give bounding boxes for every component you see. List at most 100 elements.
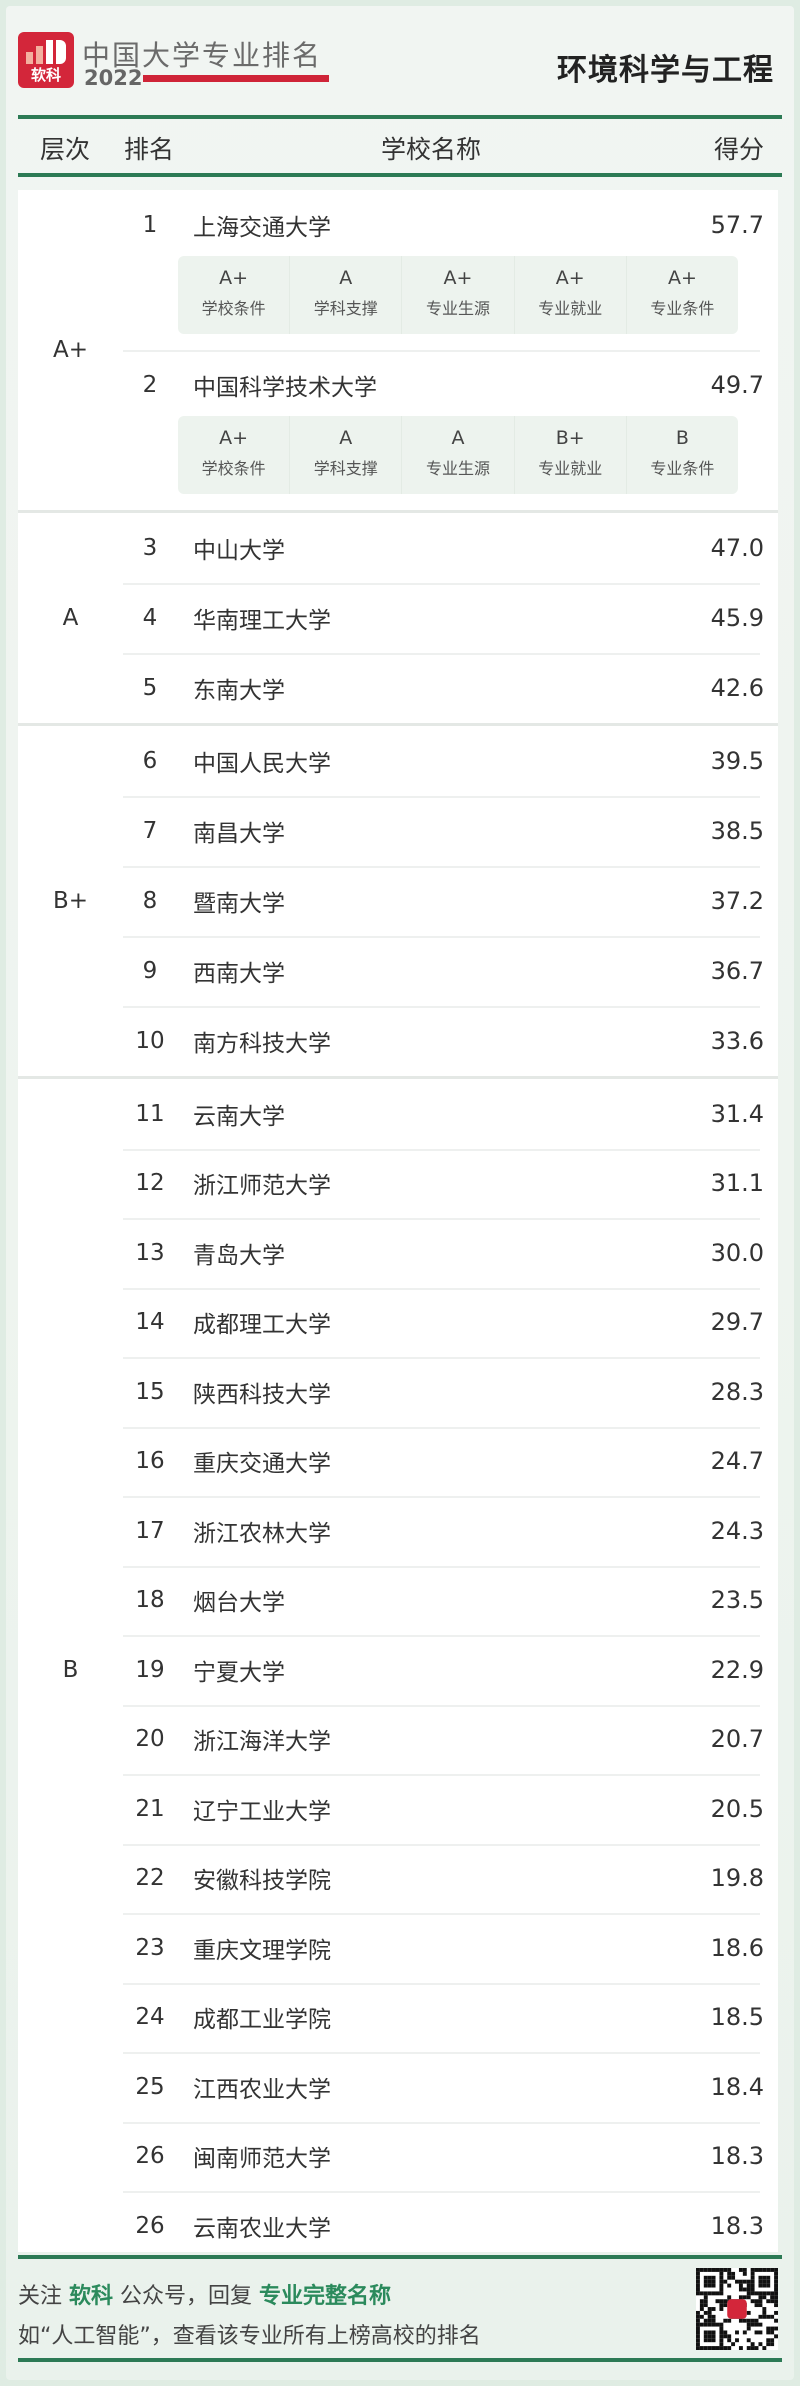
footer-line-2: 如“人工智能”，查看该专业所有上榜高校的排名: [18, 2324, 481, 2349]
ruanke-logo: 软科: [18, 32, 74, 88]
rating-cell: A+ 专业生源: [402, 256, 515, 334]
school-name: 云南大学: [193, 1103, 285, 1130]
table-row: 21 辽宁工业大学 20.5: [18, 1774, 778, 1844]
tier-group: B+ 6 中国人民大学 39.5 7 南昌大学 38.5 8 暨南大学 37.2 9 西南大学 36.7…: [18, 726, 778, 1079]
logo-text: 软科: [30, 66, 61, 84]
table-row: 3 中山大学 47.0: [18, 513, 778, 583]
school-name: 重庆文理学院: [193, 1937, 331, 1964]
table-row: 15 陕西科技大学 28.3: [18, 1357, 778, 1427]
score: 23.5: [710, 1586, 764, 1615]
rating-label: 学校条件: [201, 299, 266, 318]
school-name: 成都工业学院: [193, 2007, 331, 2034]
score: 20.5: [710, 1794, 764, 1823]
rank: 26: [135, 2212, 165, 2239]
rank: 14: [135, 1309, 165, 1336]
rank: 18: [135, 1587, 165, 1614]
school-name: 宁夏大学: [193, 1659, 285, 1686]
tier-label: A+: [52, 337, 88, 363]
footer-divider-bottom: [18, 2358, 782, 2362]
tier-group: A 3 中山大学 47.0 4 华南理工大学 45.9 5 东南大学 42.6: [18, 513, 778, 726]
table-row: 1 上海交通大学 57.7: [18, 190, 778, 260]
table-row: 13 青岛大学 30.0: [18, 1218, 778, 1288]
score: 24.7: [710, 1447, 764, 1476]
school-name: 暨南大学: [193, 891, 285, 917]
rank: 21: [135, 1795, 165, 1822]
qr-code-icon: [696, 2268, 778, 2350]
table-row: 9 西南大学 36.7: [18, 936, 778, 1006]
rating-cell: B+ 专业就业: [515, 416, 627, 494]
school-name: 闽南师范大学: [193, 2146, 331, 2173]
school-name: 中山大学: [193, 538, 285, 564]
school-name: 浙江海洋大学: [193, 1729, 331, 1756]
rank: 22: [135, 1865, 165, 1892]
score: 36.7: [710, 957, 764, 985]
rating-grade: B: [675, 427, 689, 449]
rank: 20: [135, 1726, 165, 1753]
table-row: 23 重庆文理学院 18.6: [18, 1913, 778, 1983]
score: 42.6: [710, 674, 764, 702]
school-name: 南方科技大学: [193, 1031, 331, 1057]
ratings-box: A+ 学校条件 A 学科支撑 A+ 专业生源 A+ 专业就业 A+ 专业条件: [178, 256, 738, 334]
school-name: 华南理工大学: [193, 608, 331, 634]
school-name: 青岛大学: [193, 1242, 285, 1269]
rank: 7: [142, 818, 158, 844]
score: 47.0: [710, 534, 764, 562]
table-row: 22 安徽科技学院 19.8: [18, 1843, 778, 1914]
footer-text: 公众号，回复: [113, 2284, 260, 2309]
rank: 10: [135, 1028, 165, 1054]
rank: 3: [142, 535, 158, 561]
tier-label: A: [62, 605, 79, 631]
rating-cell: A 学科支撑: [290, 256, 403, 334]
table-row: 24 成都工业学院 18.5: [18, 1982, 778, 2053]
score: 18.5: [710, 2003, 764, 2032]
col-score: 得分: [714, 135, 765, 164]
school-name: 安徽科技学院: [193, 1868, 331, 1895]
score: 57.7: [710, 211, 764, 239]
rating-cell: A+ 专业条件: [627, 256, 738, 334]
rating-label: 专业生源: [426, 459, 491, 478]
table-row: 25 江西农业大学 18.4: [18, 2052, 778, 2122]
score: 49.7: [710, 371, 764, 399]
rank: 15: [135, 1378, 165, 1405]
score: 22.9: [710, 1655, 764, 1684]
ranking-table: A+ 1 上海交通大学 57.7 A+ 学校条件 A 学科支撑 A+ 专业生源 A+ 专业就业 A+ 专业…: [18, 190, 778, 2252]
table-row: 8 暨南大学 37.2: [18, 866, 778, 936]
school-name: 云南农业大学: [193, 2215, 331, 2242]
table-row: 10 南方科技大学 33.6: [18, 1006, 778, 1076]
tier-group: B 11 云南大学 31.4 12 浙江师范大学 31.1 13 青岛大学 30.0 14 成都理工大…: [18, 1079, 778, 2261]
rating-grade: A+: [667, 267, 697, 289]
footer-text: 关注: [18, 2284, 69, 2309]
footer-highlight-account: 软科: [69, 2284, 114, 2309]
ranked-item: 1 上海交通大学 57.7 A+ 学校条件 A 学科支撑 A+ 专业生源 A+ 专业就业 A+ 专业条件: [18, 190, 778, 350]
rating-cell: A+ 专业就业: [515, 256, 627, 334]
ranked-item: 2 中国科学技术大学 49.7 A+ 学校条件 A 学科支撑 A 专业生源 B+ 专业就业 B 专业条件: [18, 350, 778, 510]
ratings-box: A+ 学校条件 A 学科支撑 A 专业生源 B+ 专业就业 B 专业条件: [178, 416, 738, 494]
rating-grade: A+: [555, 267, 585, 289]
footer-note: 关注 软科 公众号，回复 专业完整名称 如“人工智能”，查看该专业所有上榜高校的…: [18, 2277, 481, 2357]
school-name: 成都理工大学: [193, 1312, 331, 1339]
rating-grade: A: [339, 267, 353, 289]
header-divider-top: [18, 115, 782, 119]
school-name: 重庆交通大学: [193, 1451, 331, 1478]
school-name: 西南大学: [193, 961, 285, 987]
rank: 23: [135, 1934, 165, 1961]
score: 29.7: [710, 1308, 764, 1337]
table-row: 4 华南理工大学 45.9: [18, 583, 778, 653]
rank: 11: [135, 1100, 165, 1127]
col-rank: 排名: [124, 135, 175, 164]
table-row: 20 浙江海洋大学 20.7: [18, 1704, 778, 1775]
score: 31.1: [710, 1169, 764, 1198]
rank: 25: [135, 2073, 165, 2100]
score: 18.6: [710, 1933, 764, 1962]
school-name: 江西农业大学: [193, 2076, 331, 2103]
table-row: 7 南昌大学 38.5: [18, 796, 778, 866]
brand-underline: [143, 75, 329, 82]
rating-label: 学科支撑: [313, 459, 378, 478]
rating-grade: A: [451, 427, 465, 449]
table-row: 18 烟台大学 23.5: [18, 1565, 778, 1636]
tier-group-a-plus: A+ 1 上海交通大学 57.7 A+ 学校条件 A 学科支撑 A+ 专业生源 A+ 专业就业 A+ 专业…: [18, 190, 778, 513]
rank: 13: [135, 1239, 165, 1266]
footer-line-1: 关注 软科 公众号，回复 专业完整名称: [18, 2277, 481, 2317]
rating-label: 学校条件: [201, 459, 266, 478]
table-header: 层次 排名 学校名称 得分: [0, 130, 800, 168]
